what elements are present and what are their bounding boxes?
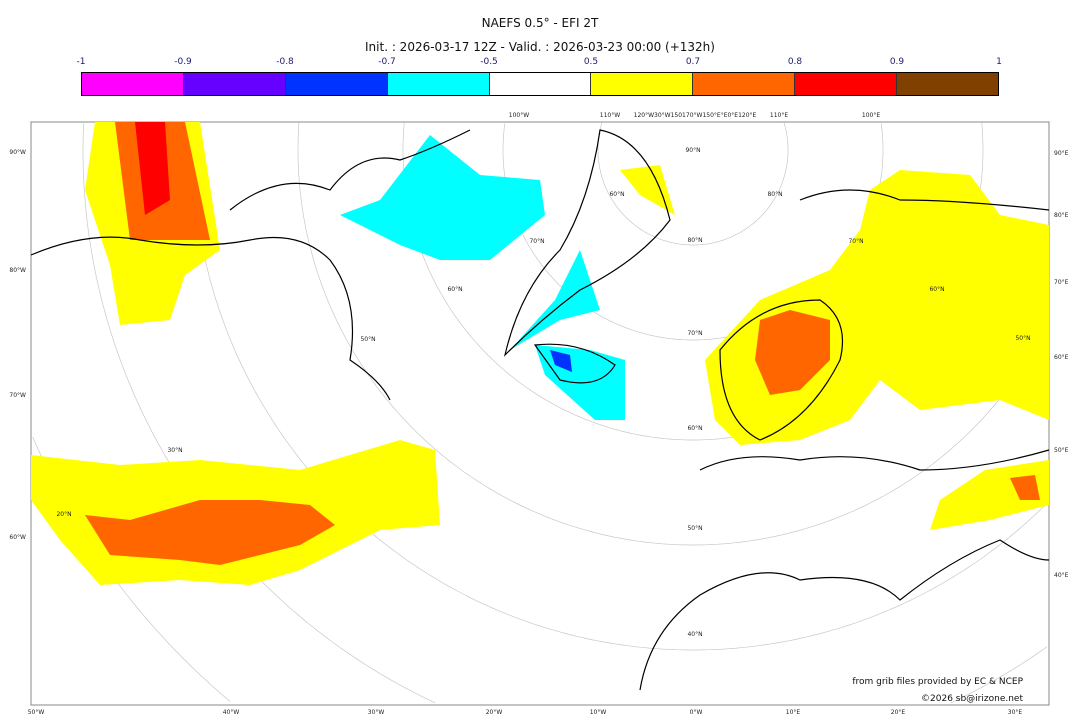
copyright: ©2026 sb@irizone.net bbox=[921, 694, 1023, 704]
map-label: 60°N bbox=[609, 191, 624, 198]
efi-area-orange bbox=[85, 500, 335, 565]
latitude-circle bbox=[950, 646, 1048, 704]
latitude-circle bbox=[880, 123, 884, 150]
efi-area-orange bbox=[755, 310, 830, 395]
map-label: 0°W bbox=[690, 709, 703, 716]
colorbar-tick: -0.7 bbox=[378, 57, 396, 67]
colorbar-tick: 0.7 bbox=[685, 57, 701, 67]
efi-area-yellow bbox=[620, 165, 675, 215]
map-label: 40°W bbox=[223, 709, 240, 716]
map-label: 30°N bbox=[167, 447, 182, 454]
colorbar-tick: 1 bbox=[996, 57, 1002, 67]
colorbar-swatch bbox=[897, 73, 999, 95]
map-label: 90°W bbox=[9, 149, 26, 156]
latitude-circle bbox=[597, 122, 789, 246]
map-label: 40°N bbox=[687, 631, 702, 638]
map-label: 90°E bbox=[1054, 150, 1069, 157]
map-label: 110°E bbox=[770, 112, 788, 119]
colorbar-swatch bbox=[693, 73, 796, 95]
efi-area-blue bbox=[550, 350, 572, 372]
map-label: 70°N bbox=[529, 238, 544, 245]
colorbar-tick: 0.9 bbox=[889, 57, 905, 67]
colorbar bbox=[81, 72, 999, 96]
map-label: 60°N bbox=[447, 286, 462, 293]
map-label: 60°W bbox=[9, 534, 26, 541]
source-credit: from grib files provided by EC & NCEP bbox=[852, 677, 1023, 687]
map-label: 40°E bbox=[1054, 572, 1069, 579]
efi-field bbox=[31, 122, 1049, 585]
colorbar-swatch bbox=[591, 73, 694, 95]
map-label: 50°N bbox=[1015, 335, 1030, 342]
map-label: 120°W30°W150170°W150°E°E0°E120°E bbox=[634, 112, 757, 119]
map-label: 60°N bbox=[687, 425, 702, 432]
map-label: 80°N bbox=[767, 191, 782, 198]
map-label: 20°E bbox=[891, 709, 906, 716]
latitude-circle bbox=[981, 122, 984, 150]
map-label: 70°E bbox=[1054, 279, 1069, 286]
map-label: 70°N bbox=[848, 238, 863, 245]
coastlines bbox=[30, 129, 1050, 691]
colorbar-tick: -0.5 bbox=[480, 57, 498, 67]
efi-area-cyan bbox=[510, 250, 600, 350]
map-label: 110°W bbox=[600, 112, 620, 119]
colorbar-tick: -1 bbox=[76, 57, 86, 67]
map-label: 30°W bbox=[368, 709, 385, 716]
colorbar-swatch bbox=[387, 73, 490, 95]
colorbar-swatch bbox=[82, 73, 184, 95]
map-label: 60°N bbox=[929, 286, 944, 293]
map-label: 20°N bbox=[56, 511, 71, 518]
colorbar-tick: 0.5 bbox=[583, 57, 599, 67]
map-label: 30°E bbox=[1008, 709, 1023, 716]
efi-area-red bbox=[135, 122, 170, 215]
map-label: 50°E bbox=[1054, 447, 1069, 454]
map-label: 100°W bbox=[509, 112, 529, 119]
colorbar-swatch bbox=[183, 73, 286, 95]
map-label: 100°E bbox=[862, 112, 880, 119]
map-label: 50°W bbox=[28, 709, 45, 716]
map-label: 20°W bbox=[486, 709, 503, 716]
efi-area-orange bbox=[1010, 475, 1040, 500]
map-label: 90°N bbox=[685, 147, 700, 154]
map-label: 60°E bbox=[1054, 354, 1069, 361]
colorbar-swatch bbox=[489, 73, 592, 95]
efi-area-cyan bbox=[340, 135, 545, 260]
colorbar-tick: 0.8 bbox=[787, 57, 803, 67]
map-label: 70°N bbox=[687, 330, 702, 337]
map-label: 10°E bbox=[786, 709, 801, 716]
latitude-circle bbox=[783, 122, 789, 150]
map-label: 10°W bbox=[590, 709, 607, 716]
map-label: 50°N bbox=[687, 525, 702, 532]
map-label: 70°W bbox=[9, 392, 26, 399]
latitude-circle bbox=[297, 122, 1049, 546]
map-label: 80°W bbox=[9, 267, 26, 274]
colorbar-swatch bbox=[285, 73, 388, 95]
colorbar-tick: -0.8 bbox=[276, 57, 294, 67]
map-label: 80°E bbox=[1054, 212, 1069, 219]
chart-title: NAEFS 0.5° - EFI 2T bbox=[481, 16, 599, 30]
map-label: 50°N bbox=[360, 336, 375, 343]
chart-subtitle: Init. : 2026-03-17 12Z - Valid. : 2026-0… bbox=[365, 40, 715, 54]
map-label: 80°N bbox=[687, 237, 702, 244]
colorbar-swatch bbox=[795, 73, 898, 95]
latitude-circle bbox=[192, 123, 1047, 651]
colorbar-tick: -0.9 bbox=[174, 57, 192, 67]
